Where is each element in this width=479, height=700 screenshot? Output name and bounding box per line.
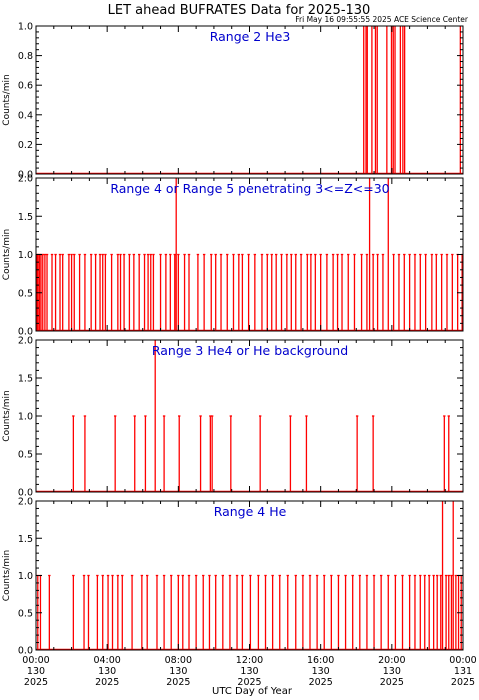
panel-1: 0.0 0.2 0.4 0.6 0.8 1.0 Counts/min Range 2 He3 — [2, 22, 464, 181]
y-tick-label: 1.0 — [18, 250, 33, 261]
y-tick-label: 0.0 — [18, 170, 33, 181]
x-tick-doy: 130 — [312, 666, 330, 677]
x-tick-doy: 130 — [240, 666, 258, 677]
x-tick-doy: 131 — [454, 666, 472, 677]
y-tick-label: 2.0 — [18, 336, 33, 347]
y-axis-label: Counts/min — [2, 550, 12, 601]
y-tick-label: 1.5 — [18, 374, 33, 385]
x-tick-year: 2025 — [309, 677, 333, 688]
y-tick-label: 1.5 — [18, 534, 33, 545]
x-tick-year: 2025 — [95, 677, 119, 688]
x-tick-time: 04:00 — [93, 655, 120, 666]
y-tick-label: 0.4 — [18, 110, 33, 121]
x-tick-time: 12:00 — [236, 655, 263, 666]
y-tick-label: 2.0 — [18, 174, 33, 185]
panel-label: Range 4 He — [214, 504, 287, 519]
y-tick-label: 0.5 — [18, 450, 33, 461]
generation-stamp: Fri May 16 09:55:55 2025 ACE Science Cen… — [295, 15, 469, 24]
panel-4: 0.0 0.5 1.0 1.5 2.0 Counts/min Range 4 He — [2, 497, 464, 657]
x-tick-time: 20:00 — [378, 655, 405, 666]
y-tick-label: 1.0 — [18, 412, 33, 423]
y-tick-label: 1.0 — [18, 571, 33, 582]
panel-2: 0.0 0.5 1.0 1.5 2.0 Counts/min Range 4 or Rang… — [2, 174, 464, 338]
y-axis-label: Counts/min — [2, 74, 12, 125]
figure-title: LET ahead BUFRATES Data for 2025-130 — [108, 3, 371, 18]
y-tick-label: 0.5 — [18, 288, 33, 299]
y-tick-label: 0.8 — [18, 51, 33, 62]
y-tick-label: 0.0 — [18, 488, 33, 499]
x-tick-year: 2025 — [237, 677, 261, 688]
x-tick-year: 2025 — [380, 677, 404, 688]
y-axis-label: Counts/min — [2, 390, 12, 441]
x-tick-time: 16:00 — [307, 655, 334, 666]
x-tick-doy: 130 — [98, 666, 116, 677]
x-tick-time: 08:00 — [165, 655, 192, 666]
panel-label: Range 2 He3 — [210, 29, 291, 44]
x-tick-year: 2025 — [24, 677, 48, 688]
panel-3: 0.0 0.5 1.0 1.5 2.0 Counts/min Range 3 He4 or … — [2, 336, 464, 499]
y-tick-label: 2.0 — [18, 497, 33, 508]
panel-label: Range 3 He4 or He background — [152, 343, 348, 358]
x-axis-label: UTC Day of Year — [212, 686, 293, 697]
y-tick-label: 1.5 — [18, 212, 33, 223]
y-tick-label: 0.5 — [18, 608, 33, 619]
y-tick-label: 1.0 — [18, 22, 33, 33]
y-tick-label: 0.0 — [18, 327, 33, 338]
x-tick-doy: 130 — [383, 666, 401, 677]
y-tick-label: 0.0 — [18, 646, 33, 657]
x-tick-doy: 130 — [27, 666, 45, 677]
x-tick-doy: 130 — [169, 666, 187, 677]
panel-frame — [35, 339, 464, 493]
x-tick-time: 00:00 — [449, 655, 476, 666]
panel-frame — [35, 25, 464, 175]
y-tick-label: 0.6 — [18, 81, 33, 92]
y-tick-label: 0.2 — [18, 140, 33, 151]
y-axis-label: Counts/min — [2, 229, 12, 280]
x-tick-year: 2025 — [166, 677, 190, 688]
panel-label: Range 4 or Range 5 penetrating 3<=Z<=30 — [110, 181, 389, 196]
x-tick-time: 00:00 — [22, 655, 49, 666]
x-tick-year: 2025 — [451, 677, 475, 688]
